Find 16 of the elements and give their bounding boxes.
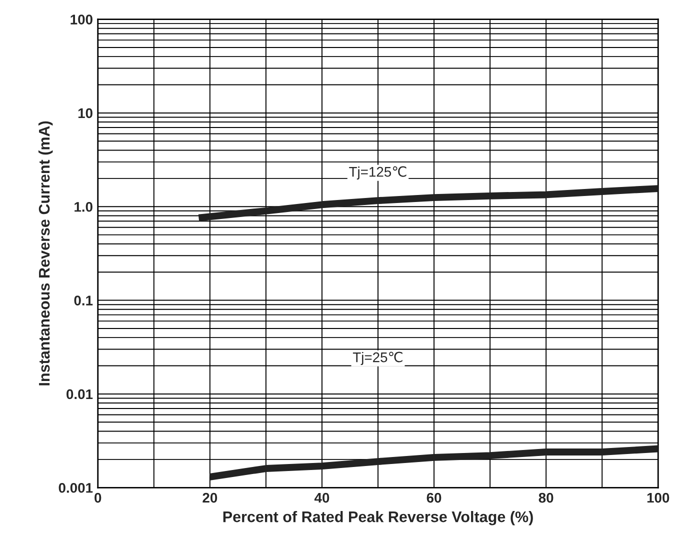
x-tick-label: 100 bbox=[647, 492, 670, 503]
y-tick-label: 0.01 bbox=[66, 389, 93, 400]
x-axis-title: Percent of Rated Peak Reverse Voltage (%) bbox=[223, 511, 533, 526]
y-tick-label: 1.0 bbox=[74, 202, 92, 212]
y-tick-label: 0.001 bbox=[58, 482, 93, 493]
y-tick-label: 100 bbox=[70, 14, 92, 24]
y-tick-label: 10 bbox=[78, 108, 92, 118]
x-tick-label: 40 bbox=[314, 492, 330, 503]
x-tick-label: 80 bbox=[538, 492, 554, 503]
x-tick-label: 0 bbox=[94, 492, 102, 503]
annotation: Tj=125℃ bbox=[349, 166, 406, 180]
y-axis-title: Instantaneous Reverse Current (mA) bbox=[38, 121, 53, 386]
y-tick-label: 0.1 bbox=[74, 296, 93, 306]
x-tick-label: 20 bbox=[202, 492, 218, 503]
x-tick-label: 60 bbox=[426, 492, 442, 503]
annotation: Tj=25℃ bbox=[352, 352, 402, 365]
